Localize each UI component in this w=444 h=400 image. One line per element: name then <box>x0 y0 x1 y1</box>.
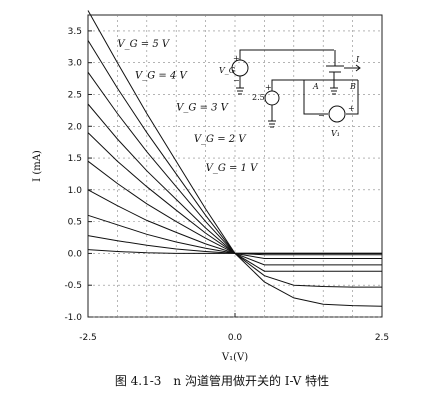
y-axis-label: I (mA) <box>32 150 43 182</box>
x-tick-label: -2.5 <box>79 333 97 343</box>
y-tick-label: 0.0 <box>68 249 83 259</box>
ref-source-label: 2.5 <box>252 93 265 102</box>
curve-label: V_G = 5 V <box>117 39 170 50</box>
mosfet-symbol <box>322 50 358 95</box>
y-axis-ticks: -1.0 -0.5 0.0 0.5 1.0 1.5 2.0 2.5 3.0 3.5 <box>64 27 92 323</box>
ref-plus: + <box>265 83 272 92</box>
x-axis-label: V₁(V) <box>221 352 248 363</box>
node-a-label: A <box>312 82 319 91</box>
y-tick-label: 2.5 <box>68 90 82 100</box>
curve-label: V_G = 2 V <box>194 134 247 145</box>
vg-wires <box>236 49 334 95</box>
vg-plus: + <box>233 54 240 63</box>
x-tick-label: 2.5 <box>375 333 389 343</box>
x-tick-label: 0.0 <box>228 333 243 343</box>
circuit-labels: V_G + − 2.5 + A B − + V₁ I <box>219 54 360 138</box>
iv-curves <box>87 10 383 307</box>
y-tick-label: 3.5 <box>68 27 82 37</box>
current-label: I <box>355 55 360 64</box>
ref-source-icon <box>264 90 280 106</box>
v1-minus: − <box>318 111 325 120</box>
y-tick-label: -1.0 <box>64 313 82 323</box>
y-tick-label: 0.5 <box>68 218 82 228</box>
vg-label: V_G <box>219 66 236 75</box>
figure-caption: 图 4.1-3 n 沟道管用做开关的 I-V 特性 <box>114 374 330 388</box>
circuit-inset <box>231 49 361 128</box>
curve-label: V_G = 4 V <box>135 71 188 82</box>
output-wires <box>303 80 359 115</box>
current-arrow-icon <box>344 64 361 72</box>
iv-curve <box>87 249 382 254</box>
vg-minus: − <box>233 76 240 85</box>
v1-plus: + <box>348 104 355 113</box>
curve-label: V_G = 1 V <box>206 163 259 174</box>
y-tick-label: 1.5 <box>68 154 82 164</box>
curve-labels: V_G = 5 V V_G = 4 V V_G = 3 V V_G = 2 V V_G … <box>117 39 259 174</box>
grid <box>88 15 382 318</box>
ref-wires <box>268 79 334 128</box>
node-b-label: B <box>349 82 356 91</box>
y-tick-label: 2.0 <box>68 122 83 132</box>
x-axis-ticks: -2.5 0.0 2.5 <box>79 313 389 343</box>
y-tick-label: 3.0 <box>68 59 83 69</box>
y-tick-label: 1.0 <box>68 186 83 196</box>
v1-label: V₁ <box>331 129 340 138</box>
y-tick-label: -0.5 <box>64 281 82 291</box>
curve-label: V_G = 3 V <box>176 102 229 113</box>
v1-source-icon <box>328 105 346 123</box>
